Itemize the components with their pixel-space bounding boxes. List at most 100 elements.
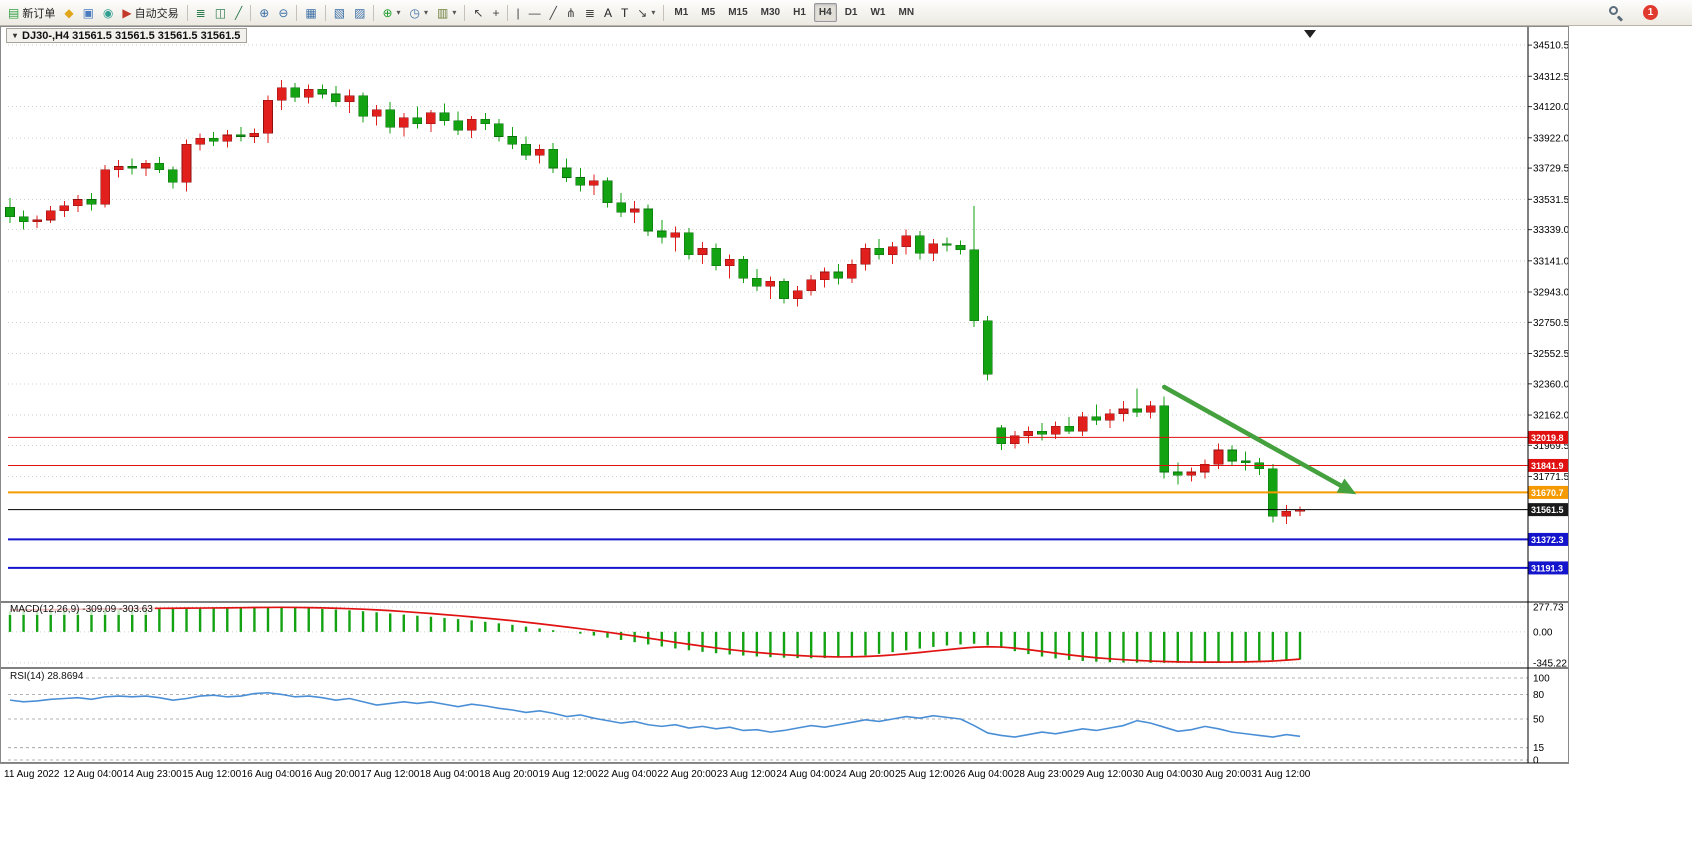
svg-text:31372.3: 31372.3	[1531, 535, 1564, 545]
candles[interactable]	[5, 79, 1305, 525]
toolbar-separator	[324, 4, 326, 21]
timeframe-m15-button[interactable]: M15	[728, 7, 748, 18]
svg-text:34510.5: 34510.5	[1533, 41, 1570, 52]
chart-window[interactable]: 34510.5 34312.5 34120.0 33922.0 33729.5 33531…	[0, 26, 1692, 847]
cursor-button[interactable]: ↖	[469, 3, 487, 23]
tile-windows-button[interactable]: ▦	[301, 3, 320, 23]
crosshair-button[interactable]: +	[488, 3, 503, 23]
community-button[interactable]: ◉	[99, 3, 117, 23]
timeframe-h1-button[interactable]: H1	[793, 7, 806, 18]
bar-chart-button[interactable]: ≣	[192, 3, 210, 23]
svg-text:31969.5: 31969.5	[1533, 441, 1570, 452]
channel-button[interactable]: ⋔	[562, 3, 580, 23]
chart-shift-icon: ▨	[354, 5, 366, 20]
timeframe-m1-button[interactable]: M1	[674, 7, 689, 18]
svg-text:29 Aug 12:00: 29 Aug 12:00	[1073, 769, 1132, 780]
text-label-button[interactable]: T	[617, 3, 632, 23]
dropdown-caret-icon[interactable]: ▾	[424, 8, 429, 17]
svg-text:32750.5: 32750.5	[1533, 318, 1570, 329]
svg-text:33141.0: 33141.0	[1533, 256, 1570, 267]
chart-title: DJ30-,H4 31561.5 31561.5 31561.5 31561.5	[22, 29, 241, 42]
chart-symbol-tab[interactable]: ▾ DJ30-,H4 31561.5 31561.5 31561.5 31561…	[6, 28, 248, 43]
chart-shift-button[interactable]: ▨	[350, 3, 369, 23]
candlestick-chart-button[interactable]: ◫	[211, 3, 230, 23]
arrange-windows-button[interactable]: ▧	[330, 3, 349, 23]
toolbar-separator	[663, 4, 665, 21]
svg-text:31561.5: 31561.5	[1531, 505, 1564, 515]
depth-of-market-button[interactable]: ▣	[79, 3, 98, 23]
svg-text:24 Aug 20:00: 24 Aug 20:00	[836, 769, 895, 780]
timeframe-m5-button[interactable]: M5	[701, 7, 716, 18]
svg-text:31771.5: 31771.5	[1533, 472, 1570, 483]
timeframe-h4-button[interactable]: H4	[813, 3, 837, 22]
fibonacci-button[interactable]: ≣	[581, 3, 599, 23]
templates-button[interactable]: ▥ ▾	[433, 3, 460, 23]
depth-of-market-icon: ▣	[82, 5, 94, 20]
svg-text:16 Aug 04:00: 16 Aug 04:00	[242, 769, 301, 780]
arrange-windows-icon: ▧	[333, 5, 346, 20]
svg-text:277.73: 277.73	[1533, 602, 1564, 613]
time-axis[interactable]: 11 Aug 2022 12 Aug 04:00 14 Aug 23:00 15 Au…	[4, 769, 1311, 780]
auto-trading-icon: ▶	[122, 5, 132, 20]
svg-text:-345.22: -345.22	[1533, 658, 1567, 669]
svg-text:32360.0: 32360.0	[1533, 379, 1570, 390]
auto-trading-button[interactable]: ▶ 自动交易	[118, 3, 182, 23]
zoom-in-button[interactable]: ⊕	[255, 3, 273, 23]
trend-arrow[interactable]	[1161, 384, 1357, 495]
arrows-tool-button[interactable]: ↘ ▾	[633, 3, 659, 23]
svg-text:17 Aug 12:00: 17 Aug 12:00	[360, 769, 419, 780]
toolbar-separator	[296, 4, 298, 21]
dropdown-caret-icon[interactable]: ▾	[452, 8, 457, 17]
line-chart-button[interactable]: ╱	[231, 3, 246, 23]
svg-text:22 Aug 04:00: 22 Aug 04:00	[598, 769, 657, 780]
search-button[interactable]	[1604, 3, 1627, 23]
timeframe-w1-button[interactable]: W1	[870, 7, 886, 18]
cursor-icon: ↖	[473, 5, 484, 20]
svg-text:14 Aug 23:00: 14 Aug 23:00	[123, 769, 182, 780]
dropdown-caret-icon[interactable]: ▾	[651, 8, 656, 17]
svg-text:32162.0: 32162.0	[1533, 411, 1570, 422]
zoom-out-button[interactable]: ⊖	[274, 3, 292, 23]
text-button[interactable]: A	[600, 3, 616, 23]
dropdown-caret-icon[interactable]: ▾	[396, 8, 401, 17]
indicators-button[interactable]: ⊕ ▾	[378, 3, 404, 23]
svg-text:28 Aug 23:00: 28 Aug 23:00	[1014, 769, 1073, 780]
timeframe-mn-button[interactable]: MN	[898, 7, 915, 18]
horizontal-line-button[interactable]: —	[525, 3, 545, 23]
new-order-button-label: 新订单	[22, 7, 56, 20]
svg-text:33531.5: 33531.5	[1533, 195, 1570, 206]
chevron-down-icon[interactable]: ▾	[13, 31, 18, 40]
notification-badge[interactable]: 1	[1643, 5, 1658, 20]
main-toolbar: ▤ 新订单 ◆ ▣ ◉ ▶ 自动交易 ≣ ◫ ╱ ⊕ ⊖ ▦ ▧ ▨ ⊕ ▾ ◷ ▾ ▥ ▾ ↖ + | — ╱ ⋔ ≣ A T ↘ ▾ M1 M…	[0, 0, 1692, 26]
trendline-icon: ╱	[549, 5, 557, 20]
timeframe-m30-button[interactable]: M30	[760, 7, 781, 18]
svg-text:16 Aug 20:00: 16 Aug 20:00	[301, 769, 360, 780]
svg-text:31841.9: 31841.9	[1531, 461, 1564, 471]
timeframe-d1-button[interactable]: D1	[844, 7, 858, 18]
toolbar-buttons: ▤ 新订单 ◆ ▣ ◉ ▶ 自动交易 ≣ ◫ ╱ ⊕ ⊖ ▦ ▧ ▨ ⊕ ▾ ◷ ▾ ▥ ▾ ↖ + | — ╱ ⋔ ≣ A T ↘ ▾ M1 M…	[4, 3, 1604, 23]
community-icon: ◉	[102, 5, 114, 20]
svg-text:32943.0: 32943.0	[1533, 288, 1570, 299]
periods-icon: ◷	[409, 5, 420, 20]
price-axis[interactable]: 34510.5 34312.5 34120.0 33922.0 33729.5 33531…	[1528, 41, 1570, 483]
chart-canvas[interactable]: 34510.5 34312.5 34120.0 33922.0 33729.5 33531…	[0, 26, 1692, 847]
channel-icon: ⋔	[565, 5, 576, 20]
svg-text:33729.5: 33729.5	[1533, 164, 1570, 175]
horizontal-lines[interactable]: 32019.8 31841.9 31670.7 31561.5 31372.3 31191…	[8, 430, 1568, 575]
chart-shift-marker[interactable]	[1304, 30, 1316, 38]
svg-text:11 Aug 2022: 11 Aug 2022	[4, 769, 60, 780]
macd-panel[interactable]: 277.73 0.00 -345.22	[0, 601, 1568, 669]
new-order-button[interactable]: ▤ 新订单	[4, 3, 59, 23]
text-label-icon: T	[620, 5, 629, 20]
mql-editor-button[interactable]: ◆	[60, 3, 77, 23]
mql-editor-icon: ◆	[64, 5, 74, 20]
svg-text:32019.8: 32019.8	[1531, 433, 1564, 443]
templates-icon: ▥	[437, 5, 449, 20]
svg-text:30 Aug 20:00: 30 Aug 20:00	[1192, 769, 1251, 780]
periods-button[interactable]: ◷ ▾	[406, 3, 433, 23]
crosshair-icon: +	[492, 5, 500, 20]
svg-text:15: 15	[1533, 743, 1545, 754]
auto-trading-button-label: 自动交易	[134, 7, 179, 20]
trendline-button[interactable]: ╱	[546, 3, 561, 23]
vertical-line-button[interactable]: |	[512, 3, 523, 23]
